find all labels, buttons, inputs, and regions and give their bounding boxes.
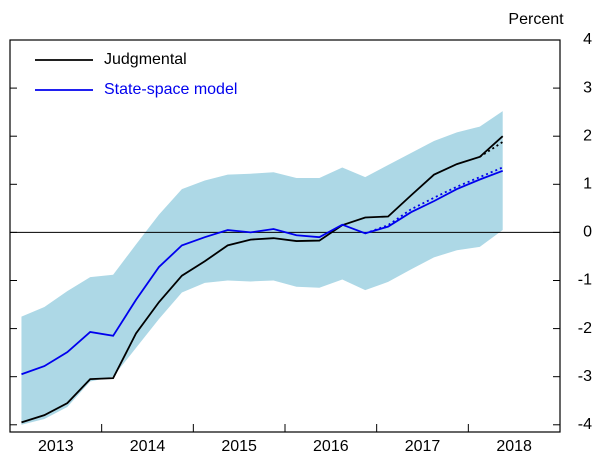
x-tick-label: 2018 bbox=[496, 438, 532, 455]
y-tick-label: 2 bbox=[583, 127, 592, 144]
x-tick-label: 2014 bbox=[130, 438, 166, 455]
x-tick-label: 2017 bbox=[405, 438, 441, 455]
legend-label: State-space model bbox=[104, 81, 237, 98]
series-line bbox=[21, 169, 504, 376]
y-tick-label: 0 bbox=[583, 224, 592, 241]
legend-label: Judgmental bbox=[104, 51, 187, 68]
y-tick-label: 3 bbox=[583, 79, 592, 96]
y-axis-label: Percent bbox=[508, 11, 564, 28]
x-tick-label: 2015 bbox=[221, 438, 257, 455]
series-line bbox=[21, 135, 504, 424]
y-tick-label: -1 bbox=[578, 272, 592, 289]
y-tick-label: -3 bbox=[578, 368, 592, 385]
x-tick-label: 2013 bbox=[38, 438, 74, 455]
x-tick-label: 2016 bbox=[313, 438, 349, 455]
confidence-band bbox=[21, 111, 503, 425]
y-tick-label: -2 bbox=[578, 320, 592, 337]
y-tick-label: 1 bbox=[583, 176, 592, 193]
y-tick-label: 4 bbox=[583, 31, 592, 48]
y-tick-label: -4 bbox=[578, 416, 592, 433]
